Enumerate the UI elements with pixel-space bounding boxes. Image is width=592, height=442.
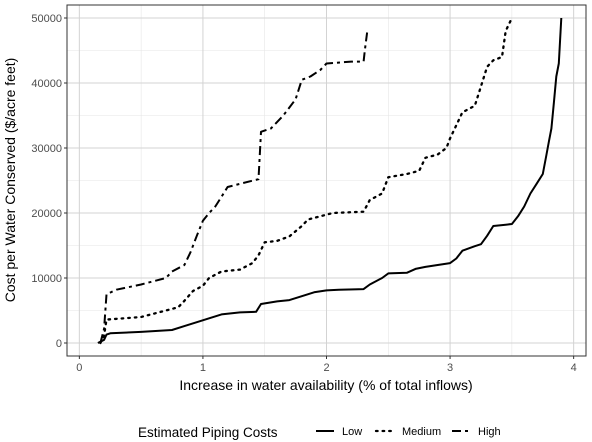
legend-label-medium: Medium: [402, 426, 441, 438]
y-axis-title: Cost per Water Conserved ($/acre feet): [2, 58, 18, 303]
x-tick-label: 4: [571, 362, 577, 374]
series-line-low: [97, 17, 563, 344]
x-axis-title: Increase in water availability (% of tot…: [179, 377, 472, 393]
legend-title: Estimated Piping Costs: [138, 425, 278, 440]
legend-label-low: Low: [342, 426, 362, 438]
series-line-medium: [99, 16, 514, 345]
y-tick-label: 40000: [31, 78, 62, 90]
legend-label-high: High: [478, 426, 501, 438]
legend: Estimated Piping Costs Low Medium High: [138, 425, 501, 440]
y-tick-label: 10000: [31, 273, 62, 285]
x-tick-label: 1: [200, 362, 206, 374]
legend-items: Low Medium High: [316, 426, 501, 438]
y-tick-label: 30000: [31, 143, 62, 155]
series-line-high: [99, 30, 369, 344]
y-tick-label: 0: [56, 338, 62, 350]
x-tick-label: 2: [323, 362, 329, 374]
axis-ticks: 0 1 2 3 4 0 10000 20000 30000 40000 50000: [31, 13, 576, 374]
x-tick-label: 3: [447, 362, 453, 374]
y-tick-label: 50000: [31, 13, 62, 25]
y-tick-label: 20000: [31, 208, 62, 220]
grid-lines: [67, 5, 586, 356]
series-lines: [97, 16, 563, 345]
x-tick-label: 0: [76, 362, 82, 374]
